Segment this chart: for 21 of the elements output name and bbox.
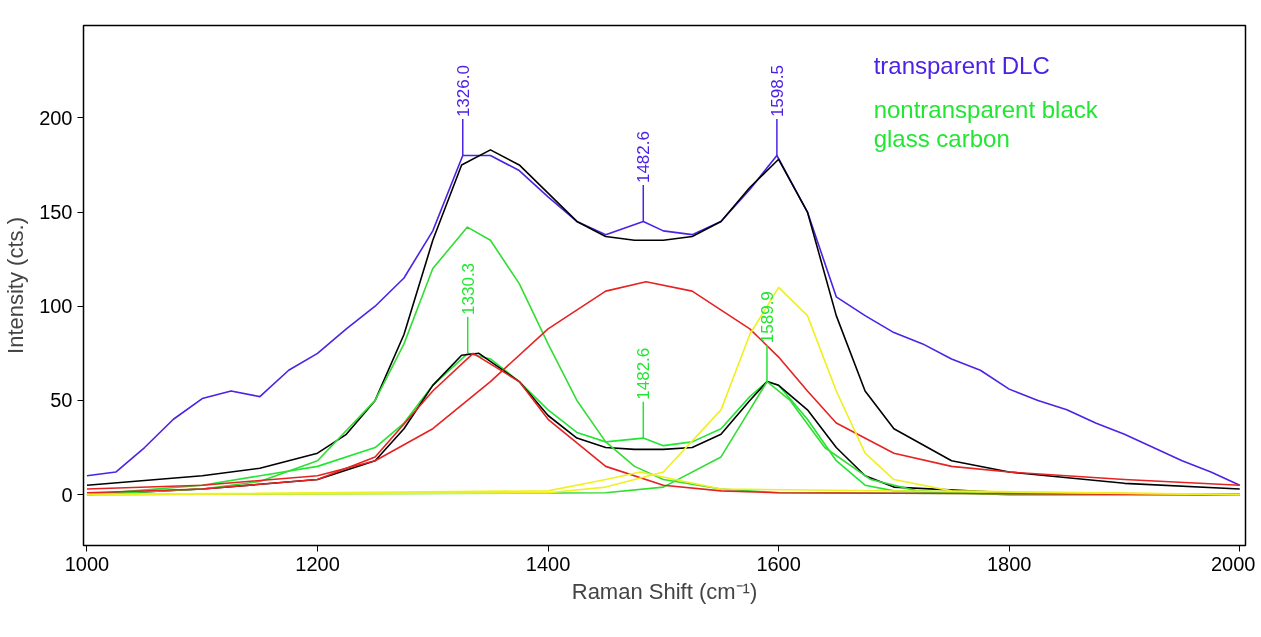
text: transparent DLC: [873, 51, 1050, 79]
x-tick-label: 1000: [64, 552, 110, 575]
annotation: 1482.6: [634, 131, 654, 184]
text: nontransparent black glass carbon: [873, 95, 1099, 153]
x-tick-label: 1400: [525, 552, 571, 575]
x-axis-title: Raman Shift (cm⁻¹): [571, 578, 758, 604]
x-tick-label: 1200: [295, 552, 340, 575]
y-tick-label: 50: [50, 389, 73, 412]
annotation: 1482.6: [634, 347, 654, 400]
y-tick-label: 100: [39, 295, 73, 318]
annotation: 1326.0: [453, 65, 473, 118]
y-tick-label: 150: [39, 201, 73, 224]
x-tick-label: 1600: [756, 552, 801, 575]
annotation: 1598.5: [767, 65, 787, 118]
y-axis-title: Intensity (cts.): [3, 217, 29, 354]
y-tick-label: 200: [39, 106, 73, 129]
annotation: 1589.9: [757, 291, 777, 344]
annotation: 1330.3: [458, 262, 478, 315]
y-tick-label: 0: [61, 483, 73, 506]
x-tick-label: 2000: [1211, 552, 1256, 575]
x-tick-label: 1800: [986, 552, 1032, 575]
